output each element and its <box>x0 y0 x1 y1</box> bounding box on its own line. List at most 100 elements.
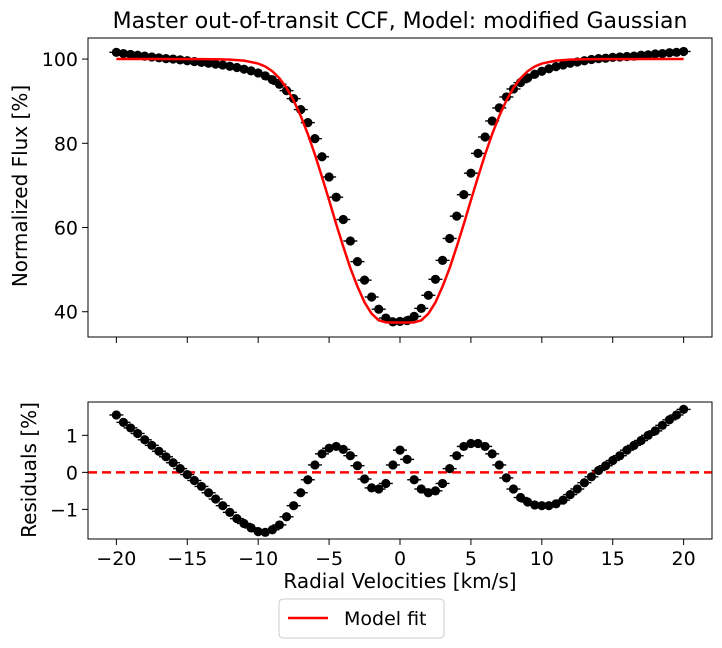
data-point <box>437 255 448 265</box>
data-point <box>324 172 334 182</box>
data-point <box>345 451 355 461</box>
y-tick-label: 0 <box>66 462 78 484</box>
bottom-panel: Residuals [%] Radial Velocities [km/s] −… <box>17 401 713 593</box>
data-point <box>296 488 306 498</box>
data-point <box>416 303 426 313</box>
data-point <box>118 48 129 59</box>
data-point <box>182 469 192 480</box>
data-point <box>246 523 256 533</box>
data-point <box>466 438 476 449</box>
data-point <box>579 478 589 488</box>
y-tick-label: −1 <box>50 499 78 521</box>
x-tick-label: −20 <box>96 548 136 570</box>
data-point <box>253 526 263 537</box>
data-point <box>133 50 143 60</box>
data-point <box>111 410 121 420</box>
data-point <box>480 441 490 452</box>
x-tick-label: 15 <box>601 548 625 570</box>
data-point <box>303 475 313 485</box>
data-point <box>338 444 348 454</box>
data-point <box>203 58 214 68</box>
x-axis-label: Radial Velocities [km/s] <box>283 569 516 593</box>
data-point <box>487 116 497 126</box>
data-point <box>565 489 575 500</box>
data-point <box>189 475 199 486</box>
data-point <box>650 426 660 436</box>
data-point <box>459 190 469 200</box>
data-point <box>423 290 433 300</box>
bottom-plot-frame <box>87 401 713 540</box>
data-point <box>381 313 391 323</box>
data-point <box>118 417 129 427</box>
data-point <box>267 75 277 85</box>
model-fit-line <box>116 57 684 324</box>
data-point <box>473 148 483 158</box>
data-point <box>445 464 455 474</box>
data-point <box>664 415 675 425</box>
data-point <box>409 311 419 321</box>
data-point <box>480 132 490 142</box>
data-point <box>260 71 270 81</box>
data-point <box>615 451 625 461</box>
x-tick-label: −10 <box>238 548 278 570</box>
data-point <box>608 455 618 466</box>
data-point <box>636 435 646 446</box>
data-point <box>671 47 682 57</box>
data-point <box>147 440 157 450</box>
top-y-axis-label: Normalized Flux [%] <box>8 85 32 287</box>
data-point <box>643 430 653 440</box>
data-point <box>452 451 462 461</box>
data-point <box>310 460 320 470</box>
data-point <box>218 60 228 70</box>
data-point <box>218 501 228 511</box>
bottom-plot-area: −20 −15 −10 −5 0 5 10 15 20−101 <box>50 404 712 570</box>
data-point <box>225 61 235 71</box>
data-point <box>664 48 675 58</box>
y-tick-label: 40 <box>54 302 78 324</box>
data-point <box>679 46 689 57</box>
data-point <box>239 518 249 529</box>
data-point <box>466 168 476 178</box>
data-point <box>650 49 660 59</box>
top-panel: Master out-of-transit CCF, Model: modifi… <box>8 9 713 343</box>
data-point <box>409 475 419 485</box>
data-point <box>416 484 426 494</box>
data-point <box>267 525 277 535</box>
top-plot-area: 40 60 80 100 <box>42 46 691 343</box>
data-point <box>352 257 363 267</box>
data-point <box>381 478 391 489</box>
x-tick-label: 0 <box>394 548 406 570</box>
data-point <box>430 486 441 496</box>
data-point <box>274 520 285 530</box>
legend-box <box>278 598 445 639</box>
x-tick-label: 20 <box>672 548 696 570</box>
data-point <box>388 460 398 470</box>
data-point <box>345 236 355 246</box>
data-point <box>657 48 667 59</box>
data-point <box>168 458 178 468</box>
data-point <box>629 440 639 450</box>
data-point <box>572 484 582 494</box>
data-point <box>671 410 682 420</box>
data-point <box>601 461 611 471</box>
y-tick-label: 80 <box>54 133 78 155</box>
data-point <box>508 484 519 494</box>
chart-title: Master out-of-transit CCF, Model: modifi… <box>113 9 688 34</box>
data-point <box>338 214 348 225</box>
data-point <box>232 514 242 524</box>
data-point <box>310 134 320 144</box>
data-point <box>154 446 164 456</box>
data-point <box>111 47 121 57</box>
data-point <box>211 59 221 69</box>
data-point <box>430 274 441 284</box>
data-point <box>289 501 299 511</box>
x-tick-label: −5 <box>315 548 343 570</box>
top-plot-frame <box>87 37 713 338</box>
bottom-y-axis-label: Residuals [%] <box>17 402 41 538</box>
x-tick-label: −15 <box>167 548 207 570</box>
data-point <box>211 494 221 504</box>
data-point <box>359 474 370 484</box>
data-point <box>374 304 384 314</box>
data-point <box>636 50 646 60</box>
data-point <box>586 472 597 482</box>
